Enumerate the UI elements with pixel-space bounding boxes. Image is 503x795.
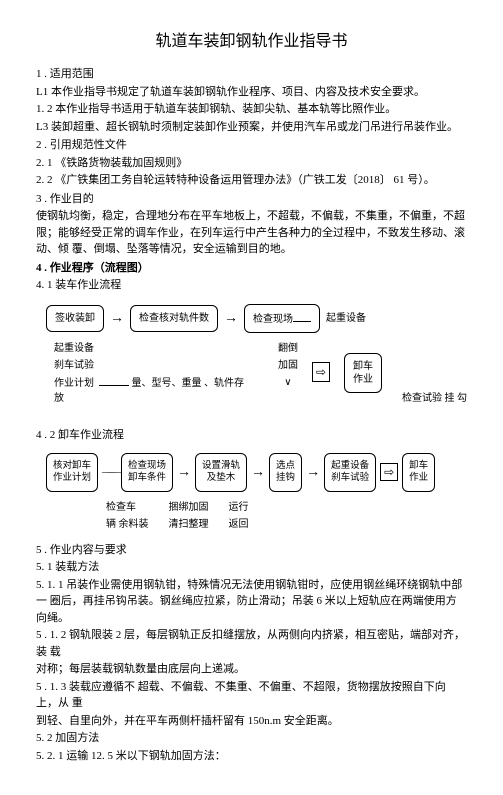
loose-after: 检查试验 挂 勾 — [402, 391, 467, 406]
s4-heading: 4 . 作业程序（流程图） — [36, 260, 467, 277]
s5-1-2b: 对称；每层装载钢轨数量由底层向上递减。 — [36, 661, 467, 678]
flow2-box5: 起重设备刹车试验 — [324, 453, 376, 492]
loose-c2b: 加固 — [278, 358, 298, 373]
flow2-box3: 设置滑轨及垫木 — [195, 453, 247, 492]
arrow-icon: → — [224, 308, 238, 329]
s3-heading: 3 . 作业目的 — [36, 191, 467, 208]
l2-c3a: 运行 — [229, 500, 249, 515]
s2-l2: 2. 2 《广铁集团工务自轮运转特种设备运用管理办法》（广铁工发〔2018〕 6… — [36, 172, 467, 189]
flow2-box2: 检查现场卸车条件 — [121, 453, 173, 492]
s5-1-3b: 到轻、自里向外，并在平车两侧杆插杆留有 150n.m 安全距离。 — [36, 713, 467, 730]
big-arrow-icon: ⇨ — [312, 362, 330, 382]
s4-sub2: 4 . 2 卸车作业流程 — [36, 427, 467, 444]
l2-c3b: 返回 — [229, 517, 249, 532]
l2-c2a: 捆绑加固 — [169, 500, 209, 515]
l2-c1b: 辆 余料装 — [106, 517, 149, 532]
s5-2-1: 5. 2. 1 运输 12. 5 米以下钢轨加固方法： — [36, 748, 467, 765]
flow1-box3: 检查现场 — [244, 304, 320, 333]
flow1: 签收装卸 → 检查核对轨件数 → 检查现场 起重设备 — [46, 304, 467, 333]
s4-sub1: 4. 1 装车作业流程 — [36, 277, 467, 294]
s1-l3: L3 装卸超重、超长钢轨时须制定装卸作业预案，并使用汽车吊或龙门吊进行吊装作业。 — [36, 119, 467, 136]
flow1-box2: 检查核对轨件数 — [130, 305, 218, 332]
loose-c2a: 翻倒 — [278, 341, 298, 356]
s3-l1: 使钢轨均衡，稳定，合理地分布在平车地板上，不超载，不偏载，不集重，不偏重，不超限… — [36, 208, 467, 258]
loose-box-unload: 卸车作业 — [344, 353, 382, 393]
loose-c1c: 作业计划 量、型号、重量 、轨件存放 — [54, 375, 254, 406]
flow2-box4: 选点挂钩 — [269, 453, 302, 492]
flow2-box6: 卸车作业 — [402, 453, 435, 492]
loose-c1a: 起重设备 — [54, 341, 254, 356]
s1-l1: L1 本作业指导书规定了轨道车装卸钢轨作业程序、项目、内容及技术安全要求。 — [36, 84, 467, 101]
flow1-loose: 起重设备 刹车试验 作业计划 量、型号、重量 、轨件存放 翻倒 加固 ∨ ⇨ 卸… — [54, 341, 467, 406]
s5-1-heading: 5. 1 装载方法 — [36, 559, 467, 576]
s5-heading: 5 . 作业内容与要求 — [36, 542, 467, 559]
doc-title: 轨道车装卸钢轨作业指导书 — [36, 30, 467, 54]
l2-c1a: 检查车 — [106, 500, 149, 515]
arrow-icon: → — [251, 462, 265, 483]
flow1-box4-text: 起重设备 — [326, 311, 366, 326]
arrow-icon: → — [110, 308, 124, 329]
s5-1-2: 5 . 1. 2 钢轨限装 2 层，每层钢轨正反扣缝摆放，从两侧向内挤紧，相互密… — [36, 627, 467, 660]
arrow-icon: → — [306, 462, 320, 483]
flow2: 核对卸车作业计划 — — — 检查现场卸车条件 → 设置滑轨及垫木 → 选点挂钩… — [46, 453, 467, 492]
loose-c1b: 刹车试验 — [54, 358, 254, 373]
s2-l1: 2. 1 《铁路货物装载加固规则》 — [36, 155, 467, 172]
arrow-icon: → — [177, 462, 191, 483]
s5-1-3: 5 . 1. 3 装载应遵循不 超载、不偏载、不集重、不偏重、不超限，货物摆放按… — [36, 679, 467, 712]
flow2-box1: 核对卸车作业计划 — [46, 453, 98, 492]
flow2-loose: 检查车 辆 余料装 捆绑加固 清扫整理 运行 返回 — [106, 500, 467, 532]
s5-1-1: 5. 1. 1 吊装作业需使用钢轨钳，特殊情况无法使用钢轨钳时，应使用钢丝绳环绕… — [36, 577, 467, 627]
dash-connector: — — — — [102, 465, 117, 480]
flow1-box1: 签收装卸 — [46, 305, 104, 332]
s5-2-heading: 5. 2 加固方法 — [36, 730, 467, 747]
l2-c2b: 清扫整理 — [169, 517, 209, 532]
big-arrow-icon: ⇨ — [380, 463, 398, 481]
s1-l2: 1. 2 本作业指导书适用于轨道车装卸钢轨、装卸尖轨、基本轨等比照作业。 — [36, 101, 467, 118]
vee-icon: ∨ — [278, 375, 298, 390]
s1-heading: 1 . 适用范围 — [36, 66, 467, 83]
s2-heading: 2 . 引用规范性文件 — [36, 137, 467, 154]
